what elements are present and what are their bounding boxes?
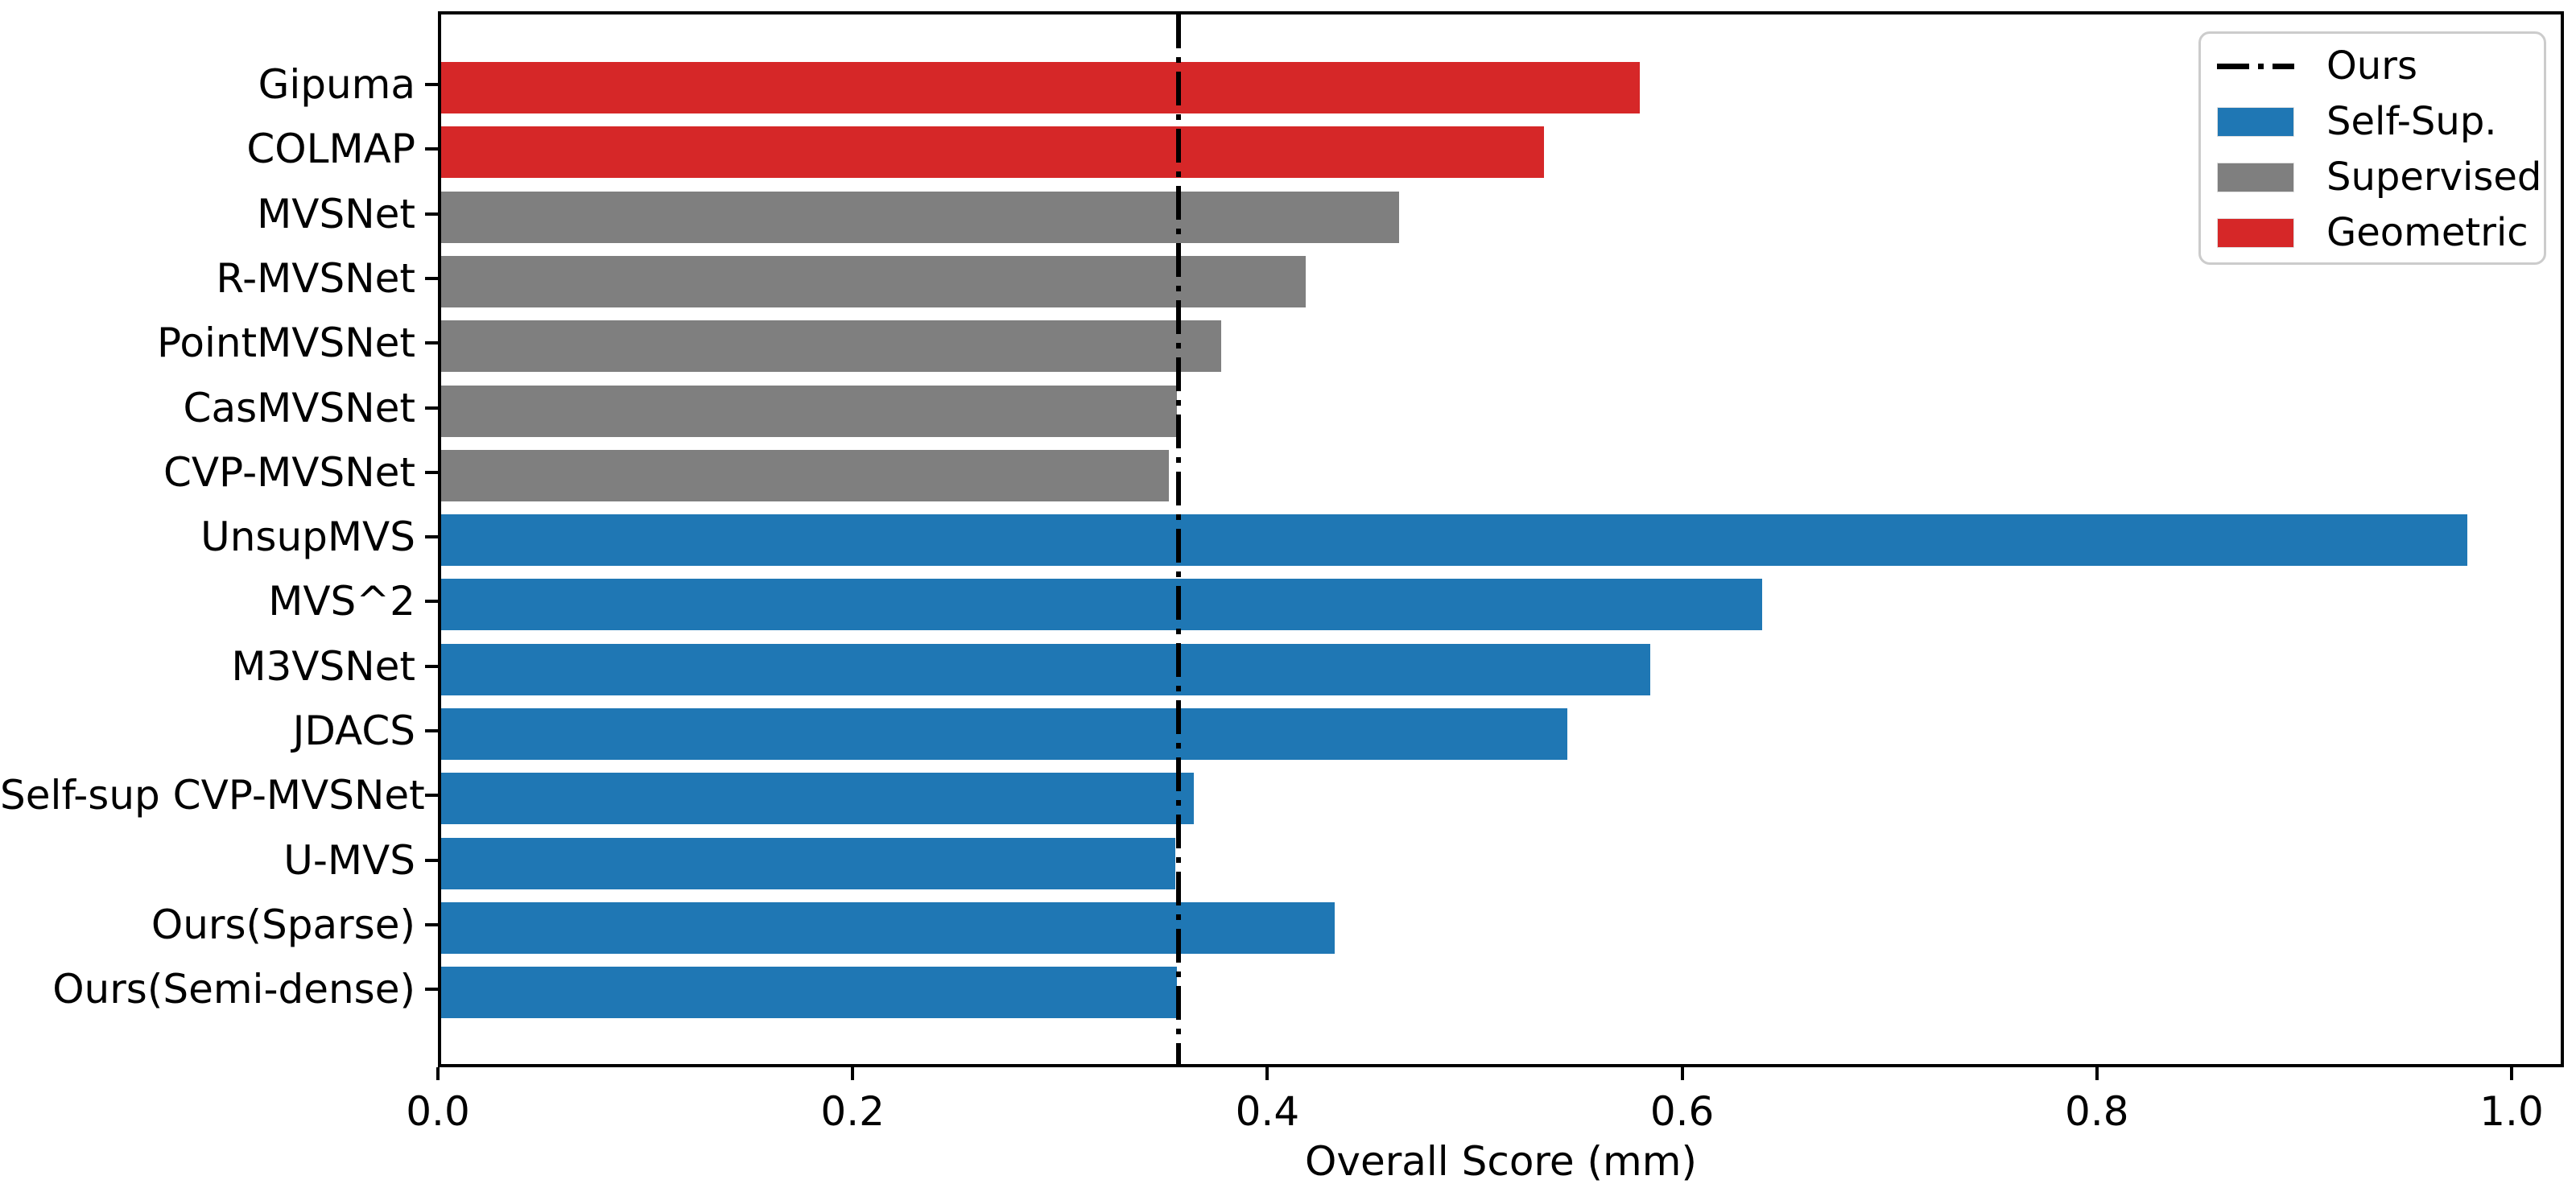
y-tick-label-mvs-2: MVS^2 — [268, 578, 415, 625]
y-tick-mark — [425, 341, 438, 345]
legend-label-supervised: Supervised — [2326, 155, 2542, 200]
bar-ours-semi-dense — [441, 967, 1177, 1019]
x-tick-label-0.6: 0.6 — [1649, 1088, 1715, 1135]
x-tick-mark — [436, 1067, 440, 1080]
x-tick-label-0.2: 0.2 — [820, 1088, 885, 1135]
legend-color-patch-supervised — [2217, 163, 2294, 192]
bar-colmap — [441, 126, 1544, 179]
bar-cvp-mvsnet — [441, 449, 1169, 501]
y-tick-label-casmvsnet: CasMVSNet — [183, 384, 415, 431]
plot-area: Ours Self-Sup. Supervised Geometric — [438, 11, 2564, 1067]
y-tick-mark — [425, 988, 438, 992]
y-tick-mark — [425, 600, 438, 604]
y-tick-mark — [425, 470, 438, 474]
bar-mvsnet — [441, 191, 1399, 243]
x-tick-label-0.0: 0.0 — [406, 1088, 470, 1135]
x-tick-mark — [1680, 1067, 1684, 1080]
bar-m3vsnet — [441, 643, 1650, 695]
legend-color-patch-geometric — [2217, 218, 2294, 248]
bar-ours-sparse — [441, 901, 1335, 954]
y-tick-label-self-sup-cvp-mvsnet: Self-sup CVP-MVSNet — [0, 772, 425, 819]
legend-color-patch-self-sup — [2217, 107, 2294, 137]
legend-row-geometric: Geometric — [2201, 205, 2544, 261]
y-tick-mark — [425, 276, 438, 280]
legend: Ours Self-Sup. Supervised Geometric — [2198, 31, 2546, 265]
bar-self-sup-cvp-mvsnet — [441, 773, 1194, 825]
legend-row-supervised: Supervised — [2201, 150, 2544, 205]
y-tick-label-colmap: COLMAP — [246, 126, 415, 173]
y-tick-mark — [425, 922, 438, 926]
y-tick-label-u-mvs: U-MVS — [283, 836, 415, 884]
legend-row-ours: Ours — [2201, 39, 2544, 94]
y-tick-label-r-mvsnet: R-MVSNet — [216, 254, 415, 302]
bar-unsupmvs — [441, 514, 2467, 567]
x-axis-title: Overall Score (mm) — [1305, 1138, 1697, 1185]
y-tick-mark — [425, 729, 438, 732]
y-tick-mark — [425, 406, 438, 410]
x-tick-mark — [1265, 1067, 1269, 1080]
x-tick-mark — [851, 1067, 855, 1080]
bar-pointmvsnet — [441, 320, 1221, 373]
legend-dashdot-line-sample — [2217, 64, 2294, 69]
y-tick-mark — [425, 664, 438, 668]
y-tick-label-ours-semi-dense: Ours(Semi-dense) — [52, 966, 415, 1013]
y-tick-mark — [425, 147, 438, 151]
bar-u-mvs — [441, 837, 1175, 889]
x-tick-mark — [2510, 1067, 2513, 1080]
legend-row-self-sup: Self-Sup. — [2201, 94, 2544, 150]
x-tick-label-1.0: 1.0 — [2479, 1088, 2544, 1135]
legend-label-ours: Ours — [2326, 43, 2417, 89]
legend-label-self-sup: Self-Sup. — [2326, 99, 2497, 144]
y-tick-label-jdacs: JDACS — [292, 707, 415, 754]
y-tick-label-pointmvsnet: PointMVSNet — [157, 320, 415, 367]
y-tick-mark — [425, 212, 438, 216]
bar-casmvsnet — [441, 385, 1177, 437]
y-tick-label-unsupmvs: UnsupMVS — [200, 514, 415, 561]
bar-mvs-2 — [441, 579, 1762, 631]
y-tick-label-gipuma: Gipuma — [258, 61, 415, 108]
y-tick-mark — [425, 794, 438, 798]
x-tick-label-0.8: 0.8 — [2065, 1088, 2129, 1135]
legend-label-geometric: Geometric — [2326, 210, 2529, 255]
y-tick-mark — [425, 858, 438, 862]
x-tick-mark — [2095, 1067, 2099, 1080]
y-tick-label-mvsnet: MVSNet — [257, 190, 415, 237]
y-tick-label-ours-sparse: Ours(Sparse) — [151, 901, 415, 948]
x-tick-label-0.4: 0.4 — [1235, 1088, 1300, 1135]
bar-r-mvsnet — [441, 255, 1306, 307]
y-tick-mark — [425, 83, 438, 86]
y-tick-mark — [425, 535, 438, 539]
y-tick-label-cvp-mvsnet: CVP-MVSNet — [163, 448, 415, 496]
y-tick-label-m3vsnet: M3VSNet — [231, 642, 415, 690]
bar-gipuma — [441, 62, 1640, 113]
ours-reference-line — [1176, 14, 1181, 1064]
bar-jdacs — [441, 708, 1567, 760]
